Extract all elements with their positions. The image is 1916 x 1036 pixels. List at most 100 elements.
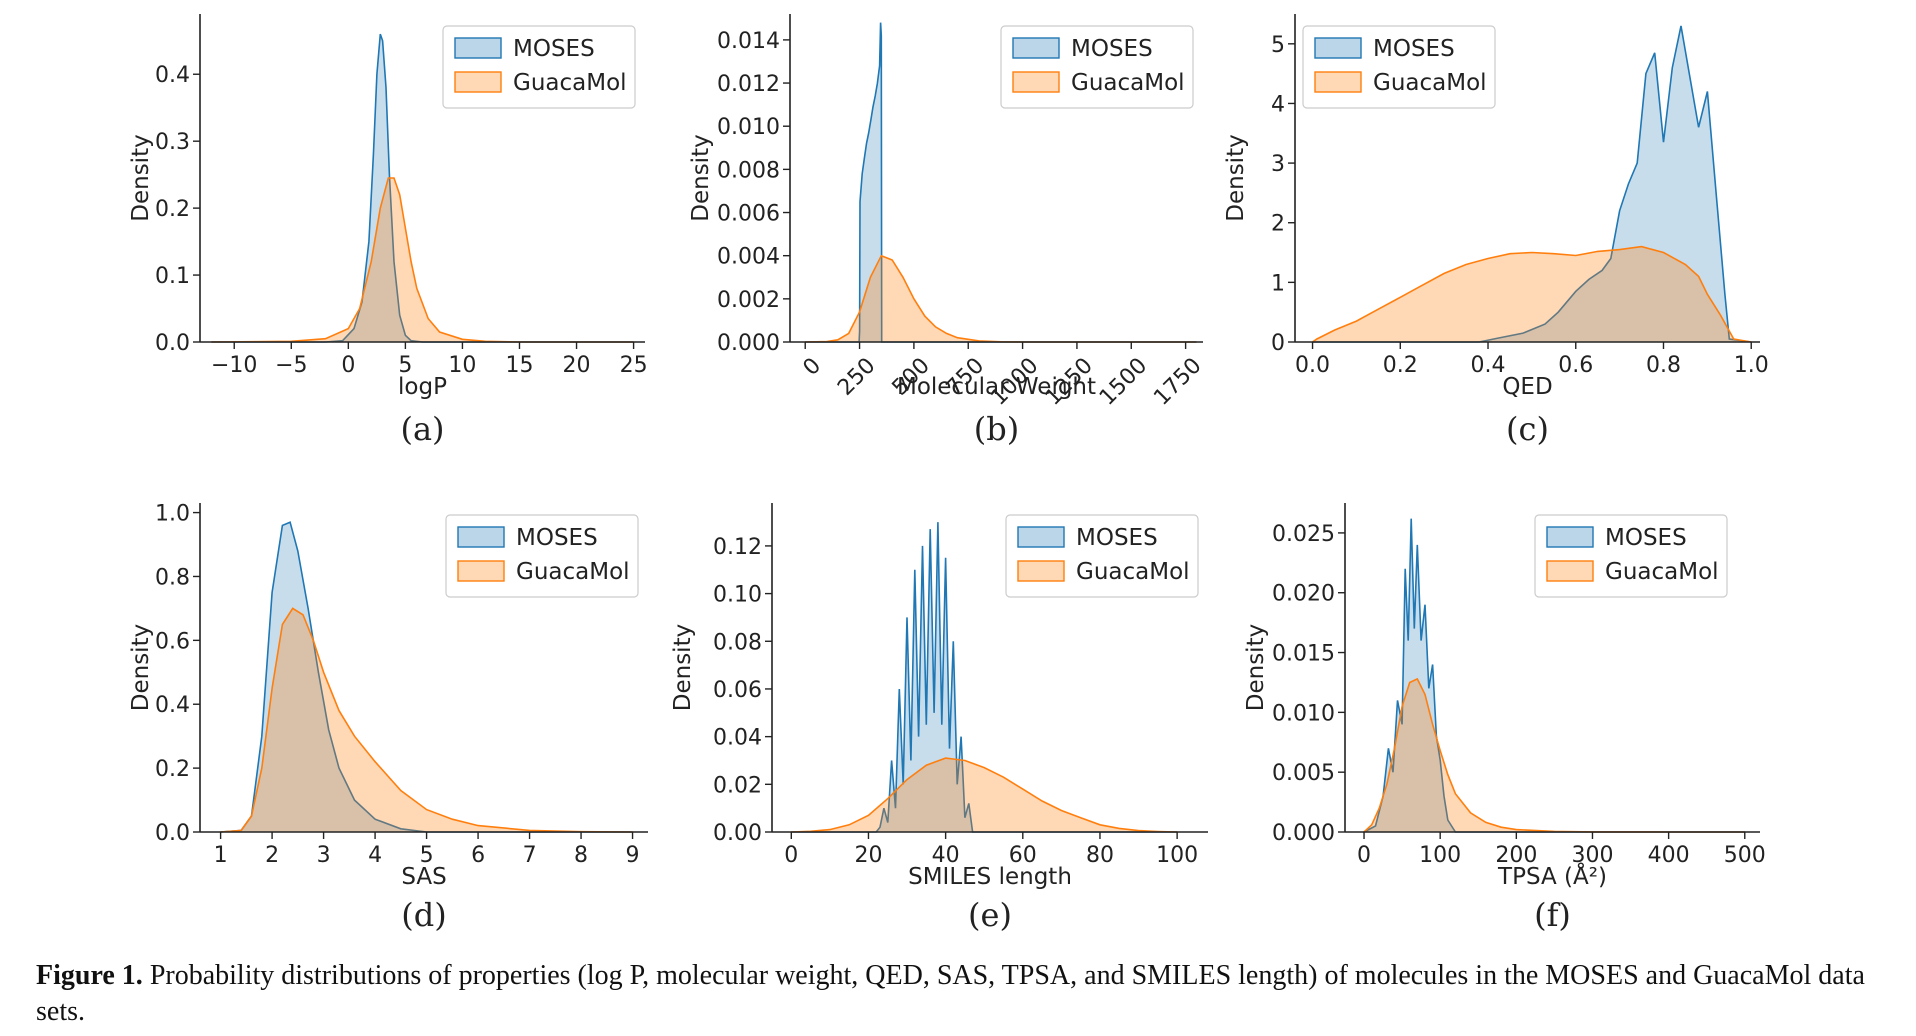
y-tick-label: 3 bbox=[1271, 152, 1285, 177]
chart-panel-e: 0 20 40 60 80 100 0.00 0.02 0.04 0.06 0.08 0.10 0.12… bbox=[670, 503, 1208, 934]
x-tick-label: 8 bbox=[574, 843, 588, 868]
y-axis-label: Density bbox=[1223, 134, 1249, 221]
y-axis-label: Density bbox=[670, 624, 696, 711]
x-tick-label: 20 bbox=[563, 353, 591, 378]
x-tick-label: 0 bbox=[341, 353, 355, 378]
series-area-guacamol bbox=[220, 608, 633, 832]
x-axis-label: SMILES length bbox=[908, 864, 1072, 890]
legend-label-moses: MOSES bbox=[1605, 525, 1687, 551]
legend-swatch-guacamol bbox=[457, 560, 505, 582]
legend-label-moses: MOSES bbox=[1076, 525, 1158, 551]
x-axis-label: Molecular Weight bbox=[897, 374, 1096, 400]
y-axis-label: Density bbox=[688, 134, 714, 221]
series-line-moses bbox=[805, 22, 1197, 343]
chart-panel-c: 0.0 0.2 0.4 0.6 0.8 1.0 0 1 2 3 4 5 QED Density MOSES G… bbox=[1223, 14, 1769, 448]
legend-label-guacamol: GuacaMol bbox=[1071, 70, 1185, 96]
legend-swatch-moses bbox=[1012, 37, 1060, 59]
legend-label-guacamol: GuacaMol bbox=[1605, 559, 1719, 585]
y-tick-label: 0.6 bbox=[155, 629, 190, 654]
x-tick-label: 100 bbox=[1419, 843, 1461, 868]
x-axis-label: logP bbox=[398, 374, 447, 400]
x-tick-label: 20 bbox=[854, 843, 882, 868]
legend-box bbox=[445, 514, 639, 598]
subfigure-label: (e) bbox=[968, 896, 1012, 934]
y-tick-label: 0.3 bbox=[155, 130, 190, 155]
y-tick-label: 4 bbox=[1271, 92, 1285, 117]
y-tick-label: 0.002 bbox=[717, 288, 780, 313]
legend-swatch-guacamol bbox=[1012, 71, 1060, 93]
y-tick-label: 0.00 bbox=[713, 821, 762, 846]
y-tick-label: 0.10 bbox=[713, 583, 762, 608]
series-area-guacamol bbox=[1364, 678, 1745, 832]
y-tick-label: 1 bbox=[1271, 271, 1285, 296]
legend-swatch-guacamol bbox=[1017, 560, 1065, 582]
y-tick-label: 0.8 bbox=[155, 565, 190, 590]
series-line-moses bbox=[1363, 518, 1745, 833]
x-axis-label: QED bbox=[1502, 374, 1552, 400]
x-tick-label: 0.2 bbox=[1383, 353, 1418, 378]
chart-panel-a: −10 −5 0 5 10 15 20 25 0.0 0.1 0.2 0.3 0.4 logP Densit… bbox=[128, 14, 648, 448]
y-tick-label: 0.08 bbox=[713, 630, 762, 655]
x-tick-label: 0.4 bbox=[1471, 353, 1506, 378]
x-tick-label: 4 bbox=[368, 843, 382, 868]
y-tick-label: 0.012 bbox=[717, 72, 780, 97]
series-area-guacamol bbox=[1312, 246, 1752, 342]
chart-panel-d: 1 2 3 4 5 6 7 8 9 0.0 0.2 0.4 0.6 0.8 1.0 SAS Density MOS… bbox=[128, 502, 648, 934]
x-tick-label: −10 bbox=[211, 353, 257, 378]
y-tick-label: 0.020 bbox=[1272, 582, 1335, 607]
x-tick-label: 5 bbox=[398, 353, 412, 378]
chart-panel-b: 0 250 500 75010001250150017500.0000.0020.00… bbox=[688, 14, 1207, 448]
legend-label-moses: MOSES bbox=[516, 525, 598, 551]
y-tick-label: 0.04 bbox=[713, 726, 762, 751]
y-tick-label: 0.010 bbox=[1272, 701, 1335, 726]
legend-box bbox=[1005, 514, 1199, 598]
x-tick-label: 1500 bbox=[1095, 353, 1152, 410]
legend-swatch-moses bbox=[1546, 526, 1594, 548]
x-tick-label: 5 bbox=[420, 843, 434, 868]
legend-swatch-moses bbox=[1314, 37, 1362, 59]
x-axis-label: TPSA (Å²) bbox=[1497, 862, 1607, 890]
y-tick-label: 0.4 bbox=[155, 63, 190, 88]
y-tick-label: 0.2 bbox=[155, 757, 190, 782]
series-area-guacamol bbox=[791, 758, 1178, 832]
subfigure-label: (b) bbox=[974, 410, 1019, 448]
legend-label-guacamol: GuacaMol bbox=[1076, 559, 1190, 585]
y-tick-label: 0.005 bbox=[1272, 761, 1335, 786]
x-tick-label: 2 bbox=[265, 843, 279, 868]
legend-swatch-moses bbox=[454, 37, 502, 59]
legend-swatch-guacamol bbox=[1314, 71, 1362, 93]
y-tick-label: 0.014 bbox=[717, 29, 780, 54]
series-area-moses bbox=[220, 522, 633, 832]
series-line-guacamol bbox=[211, 177, 634, 343]
x-tick-label: 0.0 bbox=[1295, 353, 1330, 378]
x-tick-label: 15 bbox=[505, 353, 533, 378]
y-tick-label: 0 bbox=[1271, 331, 1285, 356]
y-tick-label: 0.1 bbox=[155, 264, 190, 289]
y-tick-label: 0.008 bbox=[717, 158, 780, 183]
legend-label-moses: MOSES bbox=[513, 36, 595, 62]
series-area-moses bbox=[1364, 518, 1745, 832]
y-axis-label: Density bbox=[128, 624, 154, 711]
legend-swatch-moses bbox=[1017, 526, 1065, 548]
subfigure-label: (d) bbox=[401, 896, 446, 934]
series-area-moses bbox=[1312, 25, 1752, 343]
legend-swatch-guacamol bbox=[1546, 560, 1594, 582]
y-tick-label: 0.4 bbox=[155, 693, 190, 718]
x-tick-label: 500 bbox=[1724, 843, 1766, 868]
y-tick-label: 0.0 bbox=[155, 331, 190, 356]
series-area-guacamol bbox=[805, 255, 1197, 342]
legend-box bbox=[1302, 25, 1496, 109]
x-tick-label: 1750 bbox=[1149, 353, 1206, 410]
series-line-guacamol bbox=[1363, 677, 1745, 833]
legend-label-guacamol: GuacaMol bbox=[513, 70, 627, 96]
y-tick-label: 0.010 bbox=[717, 115, 780, 140]
x-tick-label: 0 bbox=[1357, 843, 1371, 868]
x-tick-label: 400 bbox=[1648, 843, 1690, 868]
x-tick-label: 0.6 bbox=[1558, 353, 1593, 378]
x-tick-label: 9 bbox=[626, 843, 640, 868]
x-tick-label: 250 bbox=[833, 353, 880, 400]
series-line-moses bbox=[1312, 25, 1752, 343]
y-tick-label: 0.006 bbox=[717, 202, 780, 227]
y-tick-label: 0.004 bbox=[717, 245, 780, 270]
